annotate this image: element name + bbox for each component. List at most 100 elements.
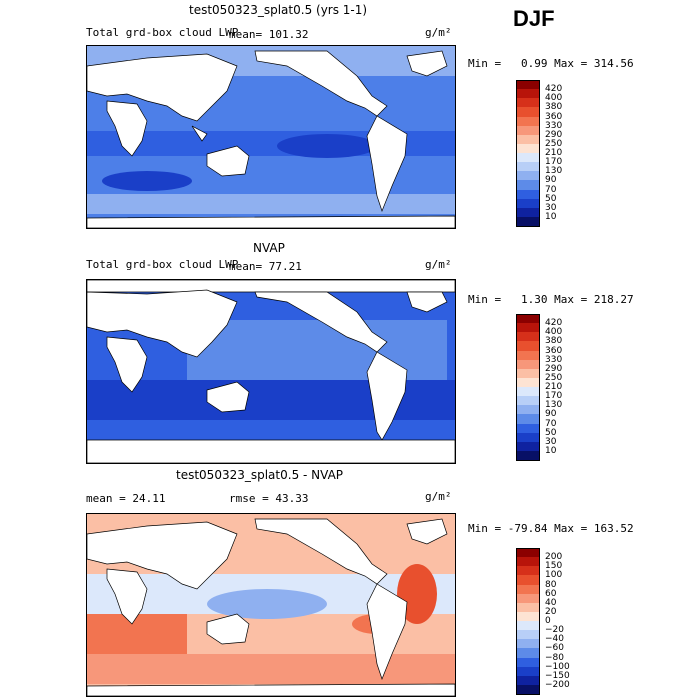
colorbar-label: 290 (545, 363, 563, 374)
colorbar-swatch (516, 162, 540, 172)
colorbar-label: 90 (545, 409, 557, 420)
colorbar-label: −40 (545, 634, 564, 645)
panel-3-units: g/m² (425, 490, 452, 503)
panel-3-rmse: rmse = 43.33 (229, 492, 309, 505)
colorbar-label: −200 (545, 679, 570, 690)
panel-2-units: g/m² (425, 258, 452, 271)
panel-2-land-icon (87, 280, 455, 463)
colorbar-swatch (516, 557, 540, 567)
colorbar-label: 210 (545, 382, 563, 392)
colorbar-swatch (516, 198, 540, 209)
panel-1-land-icon (87, 50, 455, 228)
colorbar-label: 330 (545, 120, 563, 131)
colorbar-swatch (516, 125, 540, 136)
colorbar-label: 420 (545, 84, 563, 95)
colorbar-swatch (516, 602, 540, 613)
colorbar-swatch (516, 98, 540, 108)
panel-3-map (86, 513, 456, 697)
colorbar-label: 150 (545, 561, 563, 572)
colorbar-swatch (516, 171, 540, 181)
colorbar-label: 330 (545, 354, 563, 365)
panel-2-colorbar: 420 400 380 360 330 290 250 210 170 130 90 70 50 30 10 (516, 314, 596, 461)
colorbar-swatch (516, 207, 540, 218)
season-label: DJF (513, 6, 555, 31)
colorbar-label: 50 (545, 193, 557, 204)
colorbar-swatch (516, 414, 540, 424)
colorbar-label: 40 (545, 597, 557, 608)
colorbar-label: 290 (545, 129, 563, 140)
colorbar-swatch (516, 350, 540, 361)
panel-2-title: NVAP (253, 241, 285, 255)
colorbar-label: 130 (545, 400, 563, 411)
colorbar-label: 80 (545, 579, 557, 590)
colorbar-swatch (516, 377, 540, 388)
colorbar-swatch (516, 548, 540, 558)
colorbar-swatch (516, 593, 540, 604)
colorbar-swatch (516, 441, 540, 452)
panel-2-map (86, 279, 456, 464)
colorbar-label: 360 (545, 345, 563, 356)
colorbar-label: 210 (545, 148, 563, 158)
panel-3-minmax: Min = -79.84 Max = 163.52 (468, 522, 634, 535)
colorbar-swatch (516, 180, 540, 190)
panel-1-mean: mean= 101.32 (229, 28, 309, 41)
colorbar-swatch (516, 630, 540, 640)
panel-3-mean: mean = 24.11 (86, 492, 166, 505)
colorbar-swatch (516, 332, 540, 342)
colorbar-label: 60 (545, 588, 557, 599)
panel-3-colorbar: 200 150 100 80 60 40 20 0 −20 −40 −60 −80 −100 −150 −2… (516, 548, 596, 695)
colorbar-swatch (516, 648, 540, 658)
colorbar-label: 380 (545, 102, 563, 113)
panel-2-mean: mean= 77.21 (229, 260, 302, 273)
colorbar-label: 420 (545, 318, 563, 329)
colorbar-swatch (516, 405, 540, 415)
colorbar-swatch (516, 611, 540, 622)
colorbar-swatch (516, 575, 540, 585)
colorbar-label: 250 (545, 372, 563, 383)
panel-1-colorbar: 420 400 380 360 330 290 250 210 170 130 90 70 50 30 10 (516, 80, 596, 227)
colorbar-swatch (516, 80, 540, 90)
colorbar-swatch (516, 89, 540, 99)
colorbar-label: 250 (545, 138, 563, 149)
colorbar-swatch (516, 387, 540, 397)
colorbar-label: 200 (545, 552, 563, 563)
panel-1-title: test050323_splat0.5 (yrs 1-1) (189, 3, 368, 17)
colorbar-label: 70 (545, 418, 557, 429)
panel-1-map (86, 45, 456, 229)
colorbar-label: −60 (545, 643, 564, 654)
colorbar-label: 10 (545, 211, 557, 222)
colorbar-swatch (516, 359, 540, 370)
colorbar-label: 50 (545, 427, 557, 438)
panel-1-field-label: Total grd-box cloud LWP (86, 26, 239, 39)
colorbar-swatch (516, 143, 540, 154)
colorbar-label: 170 (545, 157, 563, 168)
colorbar-label: 170 (545, 391, 563, 402)
colorbar-label: −20 (545, 625, 564, 636)
colorbar-label: −80 (545, 652, 564, 663)
colorbar-label: 400 (545, 93, 563, 104)
colorbar-swatch (516, 107, 540, 117)
colorbar-swatch (516, 368, 540, 379)
colorbar-swatch (516, 666, 540, 677)
colorbar-label: 100 (545, 570, 563, 581)
colorbar-swatch (516, 657, 540, 668)
panel-3-title: test050323_splat0.5 - NVAP (176, 468, 344, 482)
colorbar-swatch (516, 134, 540, 145)
panel-3-land-icon (87, 518, 455, 696)
panel-1-minmax: Min = 0.99 Max = 314.56 (468, 57, 634, 70)
colorbar-swatch (516, 116, 540, 127)
colorbar-swatch (516, 153, 540, 163)
colorbar-label: −100 (545, 661, 570, 672)
colorbar-label: 0 (545, 616, 551, 626)
colorbar-swatch (516, 584, 540, 595)
colorbar-swatch (516, 639, 540, 649)
colorbar-swatch (516, 423, 540, 434)
colorbar-swatch (516, 621, 540, 631)
colorbar-label: 30 (545, 436, 557, 447)
colorbar-label: −150 (545, 670, 570, 681)
panel-2-field-label: Total grd-box cloud LWP (86, 258, 239, 271)
colorbar-swatch (516, 314, 540, 324)
colorbar-swatch (516, 216, 540, 227)
colorbar-label: 130 (545, 166, 563, 177)
colorbar-swatch (516, 189, 540, 200)
